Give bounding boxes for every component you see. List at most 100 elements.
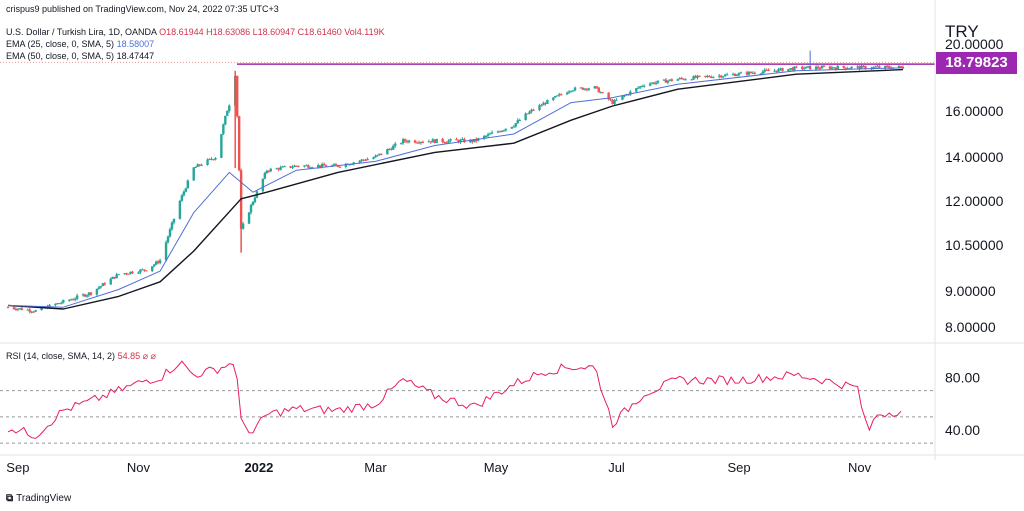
candle-body xyxy=(324,165,328,167)
candle-body xyxy=(89,292,93,295)
candle-body xyxy=(897,66,901,68)
candle-body xyxy=(154,261,158,265)
candle-body xyxy=(763,69,766,72)
candle-body xyxy=(806,66,810,68)
candle-body xyxy=(641,86,644,88)
candle-body xyxy=(692,76,695,80)
candle-body xyxy=(151,266,154,272)
candle-body xyxy=(68,299,71,301)
ema50-line: EMA (50, close, 0, SMA, 5) 18.47447 xyxy=(6,51,154,62)
candle-body xyxy=(607,92,610,100)
candle-body xyxy=(635,88,638,92)
candle-body xyxy=(87,292,91,296)
candle-body xyxy=(528,111,531,114)
candle-body xyxy=(820,65,824,69)
candle-body xyxy=(463,139,466,143)
candle-body xyxy=(62,300,65,303)
candle-body xyxy=(884,65,887,68)
candle-body xyxy=(676,79,679,81)
candle-body xyxy=(210,158,213,160)
candle-body xyxy=(818,68,822,70)
candle-body xyxy=(405,141,409,143)
candle-body xyxy=(565,92,569,95)
candle-body xyxy=(309,167,312,169)
candle-body xyxy=(538,105,541,111)
candle-body xyxy=(435,138,438,143)
candle-body xyxy=(293,165,296,167)
candle-body xyxy=(793,66,796,71)
candle-body xyxy=(832,67,836,69)
candle-body xyxy=(733,74,737,77)
candle-body xyxy=(789,68,792,70)
candle-body xyxy=(235,75,239,117)
candle-body xyxy=(516,120,519,124)
price-tick-label: 10.50000 xyxy=(945,237,1004,253)
candle-body xyxy=(85,295,89,297)
candle-body xyxy=(403,139,407,142)
candle-body xyxy=(129,271,132,274)
price-tick-label: 16.00000 xyxy=(945,103,1004,119)
candle-body xyxy=(461,139,464,141)
price-tick-label: 12.00000 xyxy=(945,193,1004,209)
candle-body xyxy=(421,141,425,143)
candle-body xyxy=(678,78,681,80)
candle-body xyxy=(777,69,780,72)
candle-body xyxy=(113,276,116,279)
candle-body xyxy=(801,66,804,70)
candle-body xyxy=(484,135,488,137)
candle-body xyxy=(814,66,818,70)
candle-body xyxy=(99,286,103,288)
candle-body xyxy=(101,283,105,287)
candle-body xyxy=(156,261,160,264)
candle-body xyxy=(291,166,294,168)
candle-body xyxy=(581,87,585,90)
candle-body xyxy=(704,75,707,77)
candle-body xyxy=(708,76,711,78)
candle-body xyxy=(364,159,367,161)
candle-body xyxy=(830,67,834,69)
candle-body xyxy=(473,139,476,142)
candle-body xyxy=(71,299,75,301)
price-tick-label: 20.00000 xyxy=(945,36,1004,52)
candle-body xyxy=(637,87,640,89)
candle-body xyxy=(856,66,859,68)
candle-body xyxy=(595,86,598,88)
candle-body xyxy=(650,82,654,84)
candles xyxy=(6,50,905,314)
candle-body xyxy=(524,113,527,121)
candle-body xyxy=(455,139,458,141)
candle-body xyxy=(139,269,142,273)
candle-body xyxy=(253,197,257,202)
candle-body xyxy=(787,69,790,72)
candle-body xyxy=(362,159,365,161)
candle-body xyxy=(54,303,57,305)
candle-body xyxy=(496,131,500,133)
candle-body xyxy=(111,276,114,279)
candle-body xyxy=(482,136,486,139)
rsi-tick-label: 40.00 xyxy=(945,422,980,438)
candle-body xyxy=(103,283,107,285)
candle-body xyxy=(212,159,215,161)
footer-brand-text: TradingView xyxy=(16,493,72,504)
time-tick-label: Nov xyxy=(127,460,151,475)
candle-body xyxy=(512,126,515,128)
candle-body xyxy=(237,116,241,171)
candle-body xyxy=(56,303,59,305)
candle-body xyxy=(611,100,614,104)
candle-body xyxy=(696,75,699,78)
candle-body xyxy=(795,66,798,68)
candle-body xyxy=(261,178,265,192)
candle-body xyxy=(394,143,397,146)
candle-body xyxy=(779,68,782,70)
candle-body xyxy=(289,166,292,168)
price-pane xyxy=(0,50,935,314)
candle-body xyxy=(765,69,768,71)
candle-body xyxy=(429,141,433,143)
candle-body xyxy=(109,278,112,285)
candle-body xyxy=(514,123,517,127)
candle-body xyxy=(127,273,130,275)
candle-body xyxy=(267,170,270,172)
candle-body xyxy=(668,79,672,81)
candle-body xyxy=(117,274,120,276)
candle-body xyxy=(723,74,727,77)
